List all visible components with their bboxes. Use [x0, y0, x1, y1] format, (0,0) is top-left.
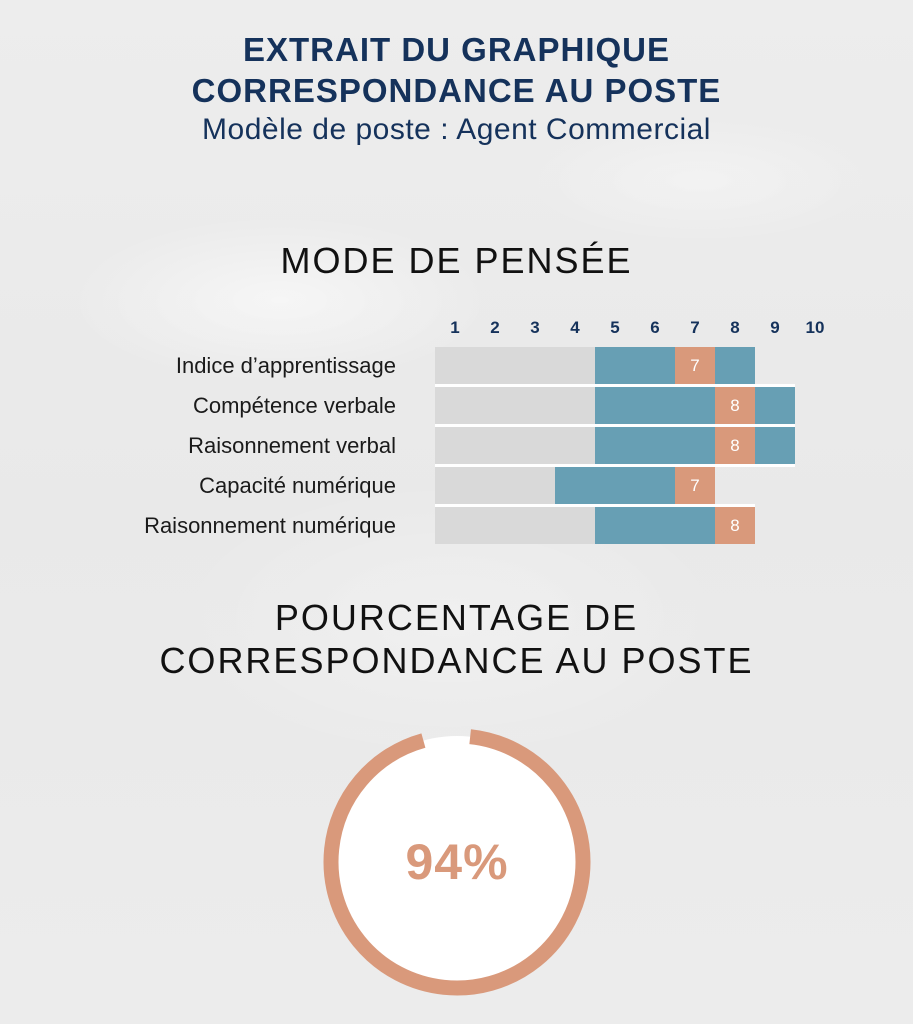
scale-tick-label: 8 — [730, 318, 740, 337]
scale-tick-label: 2 — [490, 318, 500, 337]
bar-row: 8 — [435, 507, 755, 544]
scale-tick-label: 7 — [690, 318, 700, 337]
bar-score-marker: 7 — [675, 467, 715, 504]
bar-track-segment — [435, 467, 555, 504]
title-line-2: CORRESPONDANCE AU POSTE — [191, 72, 722, 109]
scale-tick-label: 1 — [450, 318, 460, 337]
row-label: Raisonnement numérique — [144, 513, 396, 538]
row-divider — [435, 464, 795, 467]
bar-track-segment — [435, 427, 595, 464]
match-heading-line-2: CORRESPONDANCE AU POSTE — [159, 640, 754, 681]
bar-track-segment — [435, 347, 595, 384]
bar-track-segment — [435, 507, 595, 544]
subtitle: Modèle de poste : Agent Commercial — [202, 113, 711, 146]
match-percentage-ring: 94% — [317, 722, 597, 1002]
bar-range-segment — [595, 387, 795, 424]
row-divider — [435, 424, 795, 427]
ring-chart-icon — [323, 728, 591, 996]
bar-score-marker: 8 — [715, 427, 755, 464]
scale-tick-label: 4 — [570, 318, 580, 337]
row-label: Indice d’apprentissage — [175, 353, 396, 378]
scale-tick-label: 10 — [805, 318, 825, 337]
bar-track-segment — [435, 387, 595, 424]
row-divider — [435, 384, 795, 387]
bar-range-segment — [595, 427, 795, 464]
bar-row: 8 — [435, 427, 795, 464]
row-label: Raisonnement verbal — [188, 433, 396, 458]
row-label: Capacité numérique — [199, 473, 396, 498]
row-divider — [435, 504, 755, 507]
bar-score-marker: 8 — [715, 507, 755, 544]
scale-tick-label: 3 — [530, 318, 540, 337]
scale-tick-label: 9 — [770, 318, 780, 337]
scale-tick-label: 5 — [610, 318, 620, 337]
match-percentage-value: 94% — [405, 834, 509, 890]
row-label: Compétence verbale — [192, 393, 396, 418]
title-line-1: EXTRAIT DU GRAPHIQUE — [242, 31, 671, 68]
bar-row: 7 — [435, 347, 755, 384]
bar-row: 7 — [435, 467, 715, 504]
bar-score-marker: 7 — [675, 347, 715, 384]
bar-score-marker: 8 — [715, 387, 755, 424]
scale-tick-label: 6 — [650, 318, 660, 337]
match-heading-line-1: POURCENTAGE DE — [274, 597, 639, 638]
thinking-style-heading: MODE DE PENSÉE — [280, 240, 633, 281]
bar-row: 8 — [435, 387, 795, 424]
